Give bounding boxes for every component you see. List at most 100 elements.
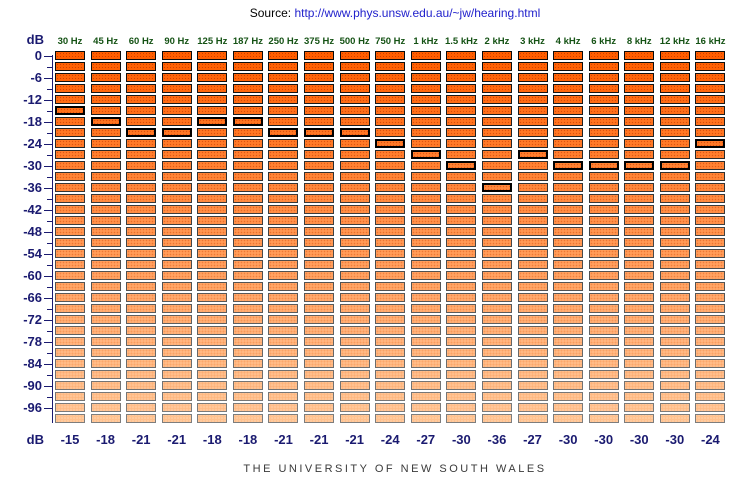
eq-block[interactable]	[446, 238, 477, 247]
eq-block[interactable]	[624, 150, 655, 159]
eq-block[interactable]	[161, 359, 192, 368]
eq-block[interactable]	[232, 381, 263, 390]
eq-block[interactable]	[624, 271, 655, 280]
eq-block[interactable]	[375, 73, 406, 82]
eq-block[interactable]	[410, 205, 441, 214]
eq-block[interactable]	[126, 183, 157, 192]
eq-block[interactable]	[90, 304, 121, 313]
eq-block[interactable]	[624, 370, 655, 379]
eq-block[interactable]	[517, 84, 548, 93]
eq-block[interactable]	[410, 139, 441, 148]
eq-block[interactable]	[161, 293, 192, 302]
eq-block[interactable]	[695, 51, 726, 60]
eq-block[interactable]	[695, 194, 726, 203]
eq-block[interactable]	[161, 117, 192, 126]
eq-block[interactable]	[304, 249, 335, 258]
eq-block[interactable]	[268, 161, 299, 170]
eq-block[interactable]	[410, 106, 441, 115]
eq-block[interactable]	[304, 403, 335, 412]
eq-block[interactable]	[126, 216, 157, 225]
eq-block[interactable]	[553, 337, 584, 346]
eq-block[interactable]	[55, 249, 85, 258]
eq-block[interactable]	[268, 359, 299, 368]
eq-block[interactable]	[481, 84, 512, 93]
eq-block[interactable]	[197, 73, 228, 82]
eq-block[interactable]	[304, 271, 335, 280]
eq-block[interactable]	[375, 370, 406, 379]
eq-block[interactable]	[410, 216, 441, 225]
eq-block[interactable]	[588, 95, 619, 104]
eq-block[interactable]	[410, 62, 441, 71]
eq-block[interactable]	[339, 95, 370, 104]
eq-block[interactable]	[126, 73, 157, 82]
eq-block[interactable]	[588, 62, 619, 71]
eq-block[interactable]	[659, 370, 690, 379]
eq-block-selected[interactable]	[55, 106, 85, 115]
eq-block-selected[interactable]	[588, 161, 619, 170]
eq-block[interactable]	[90, 84, 121, 93]
eq-block[interactable]	[695, 216, 726, 225]
eq-block[interactable]	[197, 249, 228, 258]
eq-block[interactable]	[55, 183, 85, 192]
eq-block[interactable]	[197, 271, 228, 280]
eq-block[interactable]	[161, 260, 192, 269]
eq-block[interactable]	[588, 381, 619, 390]
source-link[interactable]: http://www.phys.unsw.edu.au/~jw/hearing.…	[294, 6, 541, 20]
eq-block[interactable]	[161, 326, 192, 335]
eq-block[interactable]	[90, 227, 121, 236]
eq-block[interactable]	[375, 304, 406, 313]
eq-block[interactable]	[695, 62, 726, 71]
eq-block[interactable]	[446, 337, 477, 346]
eq-block[interactable]	[695, 337, 726, 346]
eq-block[interactable]	[481, 260, 512, 269]
eq-block[interactable]	[268, 84, 299, 93]
eq-block[interactable]	[304, 238, 335, 247]
eq-block[interactable]	[304, 337, 335, 346]
eq-block[interactable]	[659, 337, 690, 346]
eq-block[interactable]	[339, 403, 370, 412]
eq-block[interactable]	[553, 172, 584, 181]
eq-block[interactable]	[55, 51, 85, 60]
eq-block[interactable]	[553, 293, 584, 302]
eq-block[interactable]	[304, 139, 335, 148]
eq-block[interactable]	[90, 150, 121, 159]
eq-block[interactable]	[339, 337, 370, 346]
eq-block[interactable]	[232, 359, 263, 368]
eq-block-selected[interactable]	[375, 139, 406, 148]
eq-block[interactable]	[232, 51, 263, 60]
eq-block[interactable]	[588, 117, 619, 126]
eq-block[interactable]	[375, 293, 406, 302]
eq-block[interactable]	[588, 315, 619, 324]
eq-block[interactable]	[161, 392, 192, 401]
eq-block[interactable]	[161, 205, 192, 214]
eq-block[interactable]	[624, 359, 655, 368]
eq-block[interactable]	[588, 73, 619, 82]
eq-block[interactable]	[553, 205, 584, 214]
eq-block[interactable]	[375, 183, 406, 192]
eq-block[interactable]	[517, 293, 548, 302]
eq-block[interactable]	[695, 271, 726, 280]
eq-block[interactable]	[517, 183, 548, 192]
eq-block[interactable]	[55, 161, 85, 170]
eq-block[interactable]	[161, 139, 192, 148]
eq-block[interactable]	[553, 216, 584, 225]
eq-block[interactable]	[624, 260, 655, 269]
eq-block[interactable]	[553, 51, 584, 60]
eq-block[interactable]	[55, 315, 85, 324]
eq-block[interactable]	[304, 161, 335, 170]
eq-block[interactable]	[588, 238, 619, 247]
eq-block[interactable]	[197, 172, 228, 181]
eq-block[interactable]	[232, 205, 263, 214]
eq-block[interactable]	[624, 73, 655, 82]
eq-block[interactable]	[197, 183, 228, 192]
eq-block[interactable]	[197, 205, 228, 214]
eq-block[interactable]	[55, 260, 85, 269]
eq-block[interactable]	[90, 271, 121, 280]
eq-block[interactable]	[588, 260, 619, 269]
eq-block[interactable]	[339, 249, 370, 258]
eq-block[interactable]	[553, 183, 584, 192]
eq-block[interactable]	[197, 238, 228, 247]
eq-block[interactable]	[268, 106, 299, 115]
eq-block[interactable]	[553, 271, 584, 280]
eq-block[interactable]	[446, 227, 477, 236]
